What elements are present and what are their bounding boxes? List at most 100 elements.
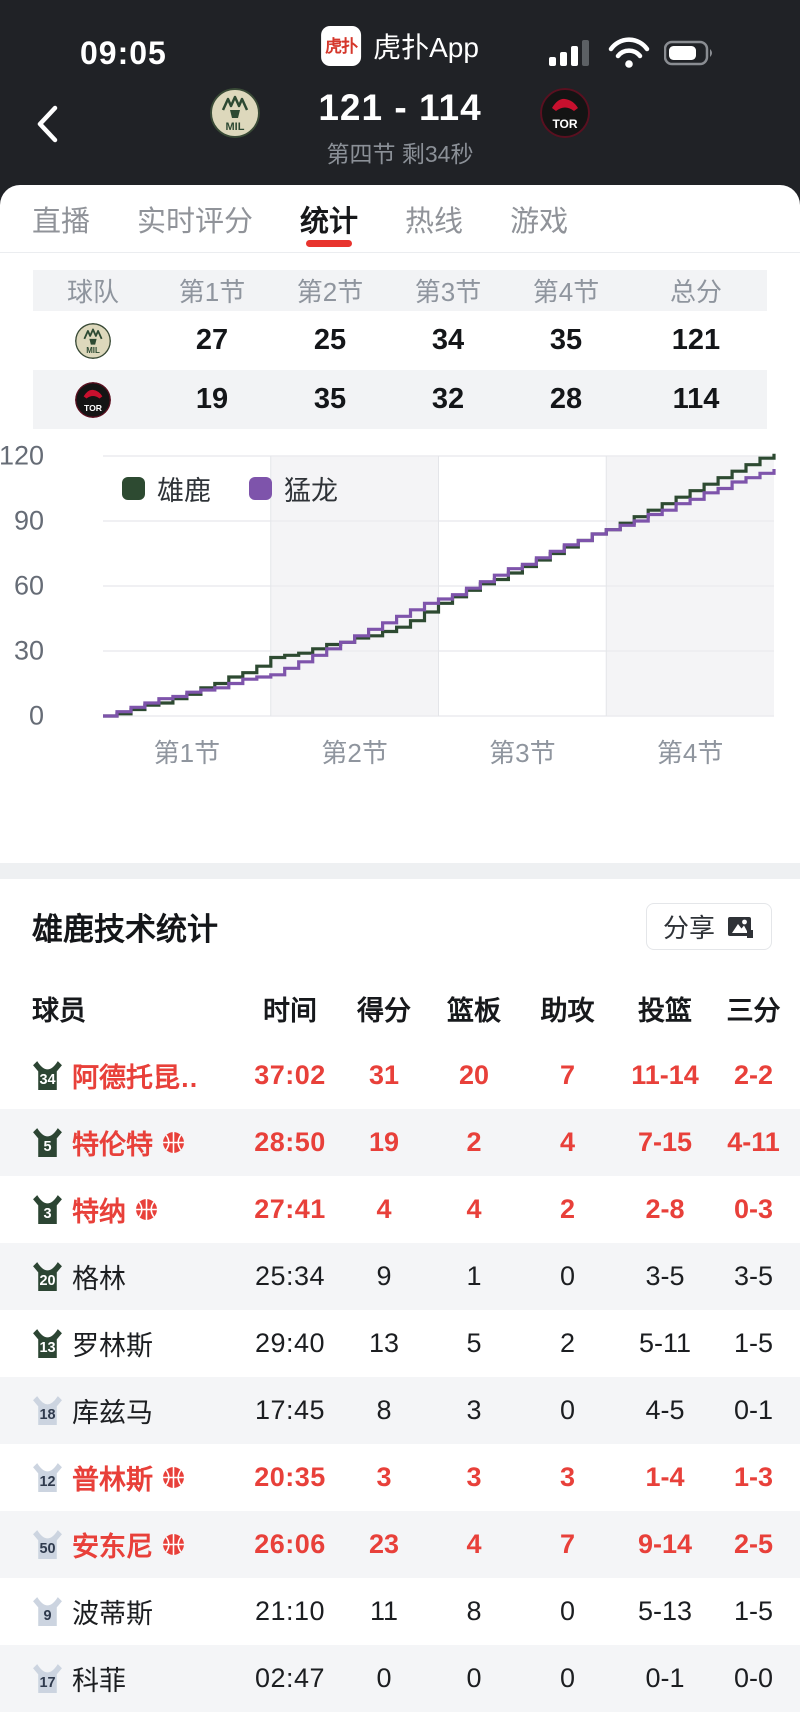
quarter-score-cell: 35 xyxy=(313,383,347,415)
player-assists: 0 xyxy=(559,1663,576,1693)
player-three: 1-5 xyxy=(733,1596,774,1626)
tab-直播[interactable]: 直播 xyxy=(32,205,91,238)
jersey-number-icon: 3 xyxy=(33,1195,62,1224)
player-fg: 1-4 xyxy=(645,1462,685,1492)
player-three: 0-3 xyxy=(733,1194,774,1224)
back-chevron-icon xyxy=(37,105,58,143)
quarter-header-cell: 第2节 xyxy=(296,277,364,307)
player-assists: 7 xyxy=(559,1060,576,1090)
app-banner[interactable]: 虎扑 虎扑App xyxy=(321,26,479,66)
player-row[interactable]: 20 格林 25:34 9 1 0 3-5 3-5 xyxy=(0,1243,800,1310)
svg-text:17: 17 xyxy=(39,1675,55,1691)
status-bar: 09:05 虎扑 虎扑App xyxy=(0,0,800,88)
player-rebounds: 2 xyxy=(466,1127,482,1157)
game-score-header: MIL 121 - 114 第四节 剩34秒 TOR xyxy=(0,87,800,185)
player-three: 3-5 xyxy=(733,1261,774,1291)
legend-label: 雄鹿 xyxy=(157,476,211,506)
basketball-icon xyxy=(163,1534,184,1555)
player-row[interactable]: 5 特伦特 28:50 19 2 4 7-15 4-11 xyxy=(0,1109,800,1176)
player-name-cell: 17 科菲 xyxy=(32,1659,240,1698)
player-row[interactable]: 18 库兹马 17:45 8 3 0 4-5 0-1 xyxy=(0,1377,800,1444)
svg-text:TOR: TOR xyxy=(552,117,577,131)
x-tick-label: 第4节 xyxy=(656,738,724,768)
game-period-clock: 第四节 剩34秒 xyxy=(326,140,474,167)
quarter-header-cell: 第3节 xyxy=(414,277,482,307)
player-row[interactable]: 13 罗林斯 29:40 13 5 2 5-11 1-5 xyxy=(0,1310,800,1377)
player-points: 31 xyxy=(368,1060,400,1090)
section-divider xyxy=(0,863,800,879)
svg-text:MIL: MIL xyxy=(86,346,100,355)
quarter-score-cell: 35 xyxy=(549,324,583,356)
player-assists: 4 xyxy=(559,1127,576,1157)
svg-text:9: 9 xyxy=(43,1608,51,1624)
x-tick-label: 第1节 xyxy=(153,738,221,768)
chart-x-axis: 第1节 第2节 第3节 第4节 xyxy=(0,733,800,768)
player-assists: 3 xyxy=(559,1462,576,1492)
stats-header-时间: 时间 xyxy=(263,995,317,1026)
y-tick-label: 120 xyxy=(0,440,44,471)
player-row[interactable]: 34 阿德托昆… 37:02 31 20 7 11-14 2-2 xyxy=(0,1042,800,1109)
player-three: 2-5 xyxy=(733,1529,774,1559)
quarter-row-MIL: MIL 27 25 34 35 121 xyxy=(33,311,767,370)
hupu-app-icon: 虎扑 xyxy=(321,26,362,66)
player-name: 特纳 xyxy=(72,1197,126,1227)
score-chart-svg xyxy=(103,453,776,718)
player-row[interactable]: 50 安东尼 26:06 23 4 7 9-14 2-5 xyxy=(0,1511,800,1578)
tab-bar: 直播 实时评分 统计 热线 游戏 xyxy=(0,185,800,253)
player-points: 3 xyxy=(376,1462,392,1492)
quarter-table-header: 球队 第1节 第2节 第3节 第4节 总分 xyxy=(33,270,767,311)
tab-热线[interactable]: 热线 xyxy=(405,205,464,238)
player-time: 20:35 xyxy=(254,1462,326,1492)
quarter-score-cell: 34 xyxy=(431,324,465,356)
legend-swatch xyxy=(249,477,272,500)
tab-游戏[interactable]: 游戏 xyxy=(510,205,569,238)
quarter-row-TOR: TOR 19 35 32 28 114 xyxy=(33,370,767,429)
status-icons xyxy=(548,37,716,69)
chart-legend: 雄鹿 猛龙 xyxy=(122,469,338,508)
quarter-header-cell: 第4节 xyxy=(532,277,600,307)
player-three: 1-3 xyxy=(733,1462,774,1492)
stats-header-三分: 三分 xyxy=(726,995,781,1026)
player-fg: 7-15 xyxy=(637,1127,693,1157)
player-name-cell: 3 特纳 xyxy=(32,1190,240,1229)
stats-table-body: 34 阿德托昆… 37:02 31 20 7 11-14 2-2 5 特伦特 xyxy=(0,1042,800,1712)
tab-实时评分[interactable]: 实时评分 xyxy=(137,205,254,238)
player-points: 0 xyxy=(376,1663,392,1693)
player-rebounds: 4 xyxy=(466,1529,482,1559)
quarter-score-cell: 121 xyxy=(671,324,721,356)
player-row[interactable]: 9 波蒂斯 21:10 11 8 0 5-13 1-5 xyxy=(0,1578,800,1645)
back-button[interactable] xyxy=(34,102,74,146)
player-name: 科菲 xyxy=(72,1666,126,1696)
game-score: 121 - 114 xyxy=(318,87,482,128)
player-three: 0-1 xyxy=(733,1395,774,1425)
player-row[interactable]: 3 特纳 27:41 4 4 2 2-8 0-3 xyxy=(0,1176,800,1243)
player-fg: 5-11 xyxy=(638,1328,692,1358)
player-fg: 3-5 xyxy=(645,1261,685,1291)
share-button[interactable]: 分享 xyxy=(645,903,772,950)
player-row[interactable]: 12 普林斯 20:35 3 3 3 1-4 1-3 xyxy=(0,1444,800,1511)
quarter-header-cell: 总分 xyxy=(669,277,722,307)
jersey-number-icon: 9 xyxy=(33,1597,62,1626)
player-name-cell: 5 特伦特 xyxy=(32,1123,240,1162)
player-time: 28:50 xyxy=(254,1127,326,1157)
svg-text:5: 5 xyxy=(43,1139,51,1155)
x-tick-label: 第2节 xyxy=(321,738,388,768)
status-time: 09:05 xyxy=(80,34,167,71)
tab-统计[interactable]: 统计 xyxy=(300,185,358,253)
player-time: 25:34 xyxy=(254,1261,326,1291)
player-rebounds: 1 xyxy=(466,1261,482,1291)
app-name: 虎扑App xyxy=(373,32,479,63)
player-rebounds: 8 xyxy=(466,1596,482,1626)
jersey-number-icon: 18 xyxy=(33,1396,62,1425)
player-points: 11 xyxy=(369,1596,399,1626)
player-name: 罗林斯 xyxy=(72,1331,153,1361)
jersey-number-icon: 50 xyxy=(33,1530,62,1559)
quarter-score-cell: 32 xyxy=(431,383,465,415)
player-assists: 0 xyxy=(559,1261,576,1291)
player-row[interactable]: 17 科菲 02:47 0 0 0 0-1 0-0 xyxy=(0,1645,800,1712)
player-name-cell: 12 普林斯 xyxy=(32,1458,240,1497)
y-tick-label: 30 xyxy=(13,635,44,666)
tor-team-logo: TOR xyxy=(540,88,590,138)
quarter-table-body: MIL 27 25 34 35 121 TOR 19 35 32 28 114 xyxy=(33,311,767,429)
top-dark-header: 09:05 虎扑 虎扑App xyxy=(0,0,800,205)
